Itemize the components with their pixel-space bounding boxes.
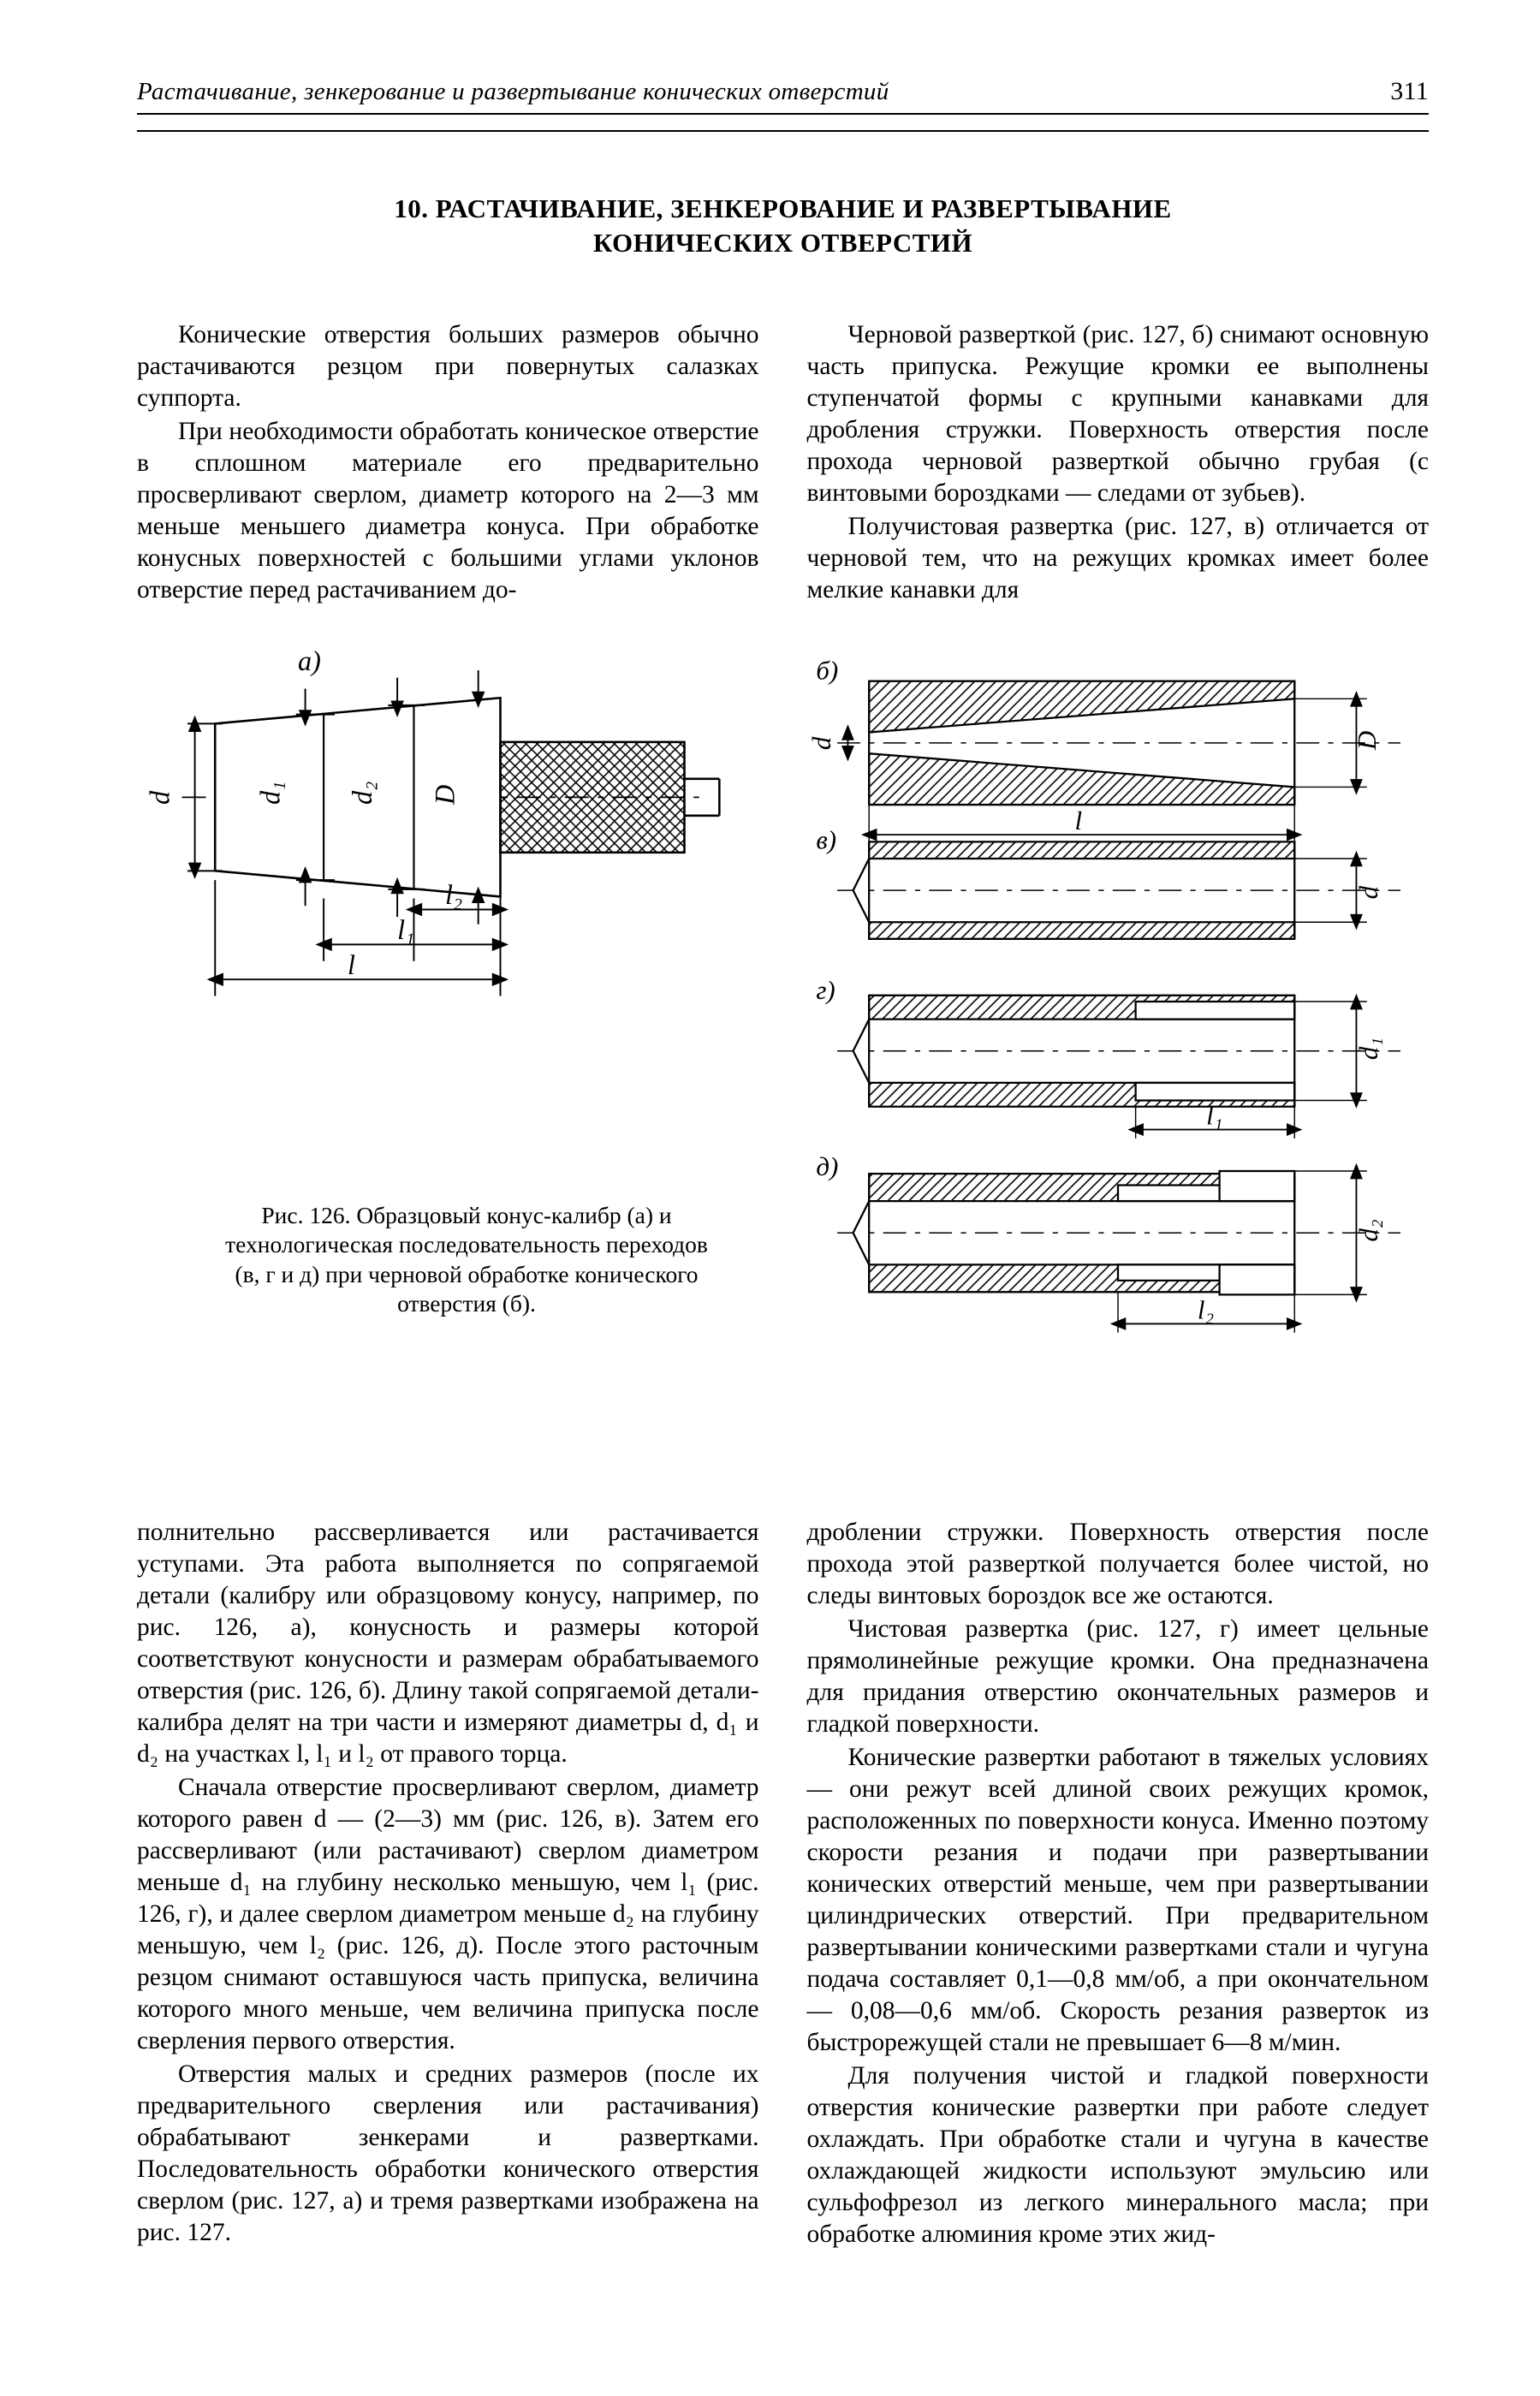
para-11: Для получения чистой и гладкой поверхнос… — [807, 2060, 1430, 2250]
section-title: 10. РАСТАЧИВАНИЕ, ЗЕНКЕРОВАНИЕ И РАЗВЕРТ… — [261, 192, 1305, 261]
para-5: полнительно рассверливается или растачив… — [137, 1517, 759, 1770]
svg-text:l: l — [348, 948, 355, 979]
figure-126-sections-svg: б) d Dl в) d г) d₁ l₁ д) d₂ l₂ — [793, 633, 1443, 1481]
figure-126-a-svg: а) — [137, 633, 753, 1002]
figure-126-sections: б) d Dl в) d г) d₁ l₁ д) d₂ l₂ — [793, 633, 1443, 1481]
svg-text:D: D — [1352, 731, 1382, 751]
svg-text:l₁: l₁ — [397, 914, 414, 945]
figure-126-a: а) — [137, 633, 753, 1002]
svg-text:d: d — [145, 790, 175, 805]
svg-text:D: D — [430, 784, 461, 805]
para-1: Конические отверстия больших размеров об… — [137, 319, 759, 414]
svg-text:l₂: l₂ — [445, 879, 462, 910]
section-title-line2: КОНИЧЕСКИХ ОТВЕРСТИЙ — [593, 228, 972, 258]
para-6: Сначала отверстие просверливают сверлом,… — [137, 1772, 759, 2057]
svg-text:l₁: l₁ — [1206, 1100, 1222, 1130]
para-9: Чистовая развертка (рис. 127, г) имеет ц… — [807, 1614, 1430, 1740]
para-4: Получистовая развертка (рис. 127, в) отл… — [807, 511, 1430, 606]
svg-text:d₁: d₁ — [1353, 1037, 1383, 1060]
svg-text:d: d — [1353, 885, 1383, 899]
svg-text:d₁: d₁ — [255, 781, 286, 804]
svg-text:l₂: l₂ — [1198, 1294, 1215, 1324]
para-10: Конические развертки работают в тяжелых … — [807, 1742, 1430, 2059]
svg-text:d₂: d₂ — [1353, 1219, 1383, 1241]
figure-126-caption: Рис. 126. Образцовый конус-калибр (а) и … — [137, 1172, 753, 1319]
section-number: 10. — [394, 193, 428, 223]
lower-columns: полнительно рассверливается или растачив… — [137, 1517, 1429, 2252]
figure-126: а) — [137, 633, 1429, 1481]
svg-text:l: l — [1074, 806, 1082, 835]
para-3: Черновой разверткой (рис. 127, б) снимаю… — [807, 319, 1430, 509]
svg-text:г): г) — [816, 975, 835, 1005]
section-title-line1: РАСТАЧИВАНИЕ, ЗЕНКЕРОВАНИЕ И РАЗВЕРТЫВАН… — [436, 193, 1172, 223]
svg-text:d: d — [806, 736, 836, 750]
svg-text:в): в) — [816, 824, 836, 854]
svg-text:б): б) — [816, 655, 838, 685]
para-2: При необходимости обработать коническое … — [137, 416, 759, 606]
rule-under-head — [137, 130, 1429, 132]
para-7: Отверстия малых и средних размеров (посл… — [137, 2059, 759, 2249]
upper-columns: Конические отверстия больших размеров об… — [137, 319, 1429, 608]
svg-text:d₂: d₂ — [347, 781, 378, 804]
para-8: дроблении стружки. Поверхность отверстия… — [807, 1517, 1430, 1612]
running-head: Растачивание, зенкерование и развертыван… — [137, 77, 1429, 115]
page: Растачивание, зенкерование и развертыван… — [0, 0, 1540, 2396]
page-number: 311 — [1390, 77, 1429, 106]
svg-text:д): д) — [816, 1151, 838, 1181]
running-title: Растачивание, зенкерование и развертыван… — [137, 78, 889, 106]
svg-text:а): а) — [298, 645, 321, 676]
